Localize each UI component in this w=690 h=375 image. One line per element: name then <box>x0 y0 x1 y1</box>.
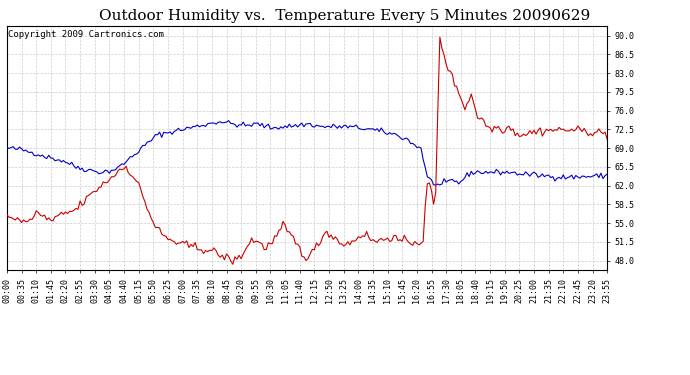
Text: Copyright 2009 Cartronics.com: Copyright 2009 Cartronics.com <box>8 30 164 39</box>
Text: Outdoor Humidity vs.  Temperature Every 5 Minutes 20090629: Outdoor Humidity vs. Temperature Every 5… <box>99 9 591 23</box>
